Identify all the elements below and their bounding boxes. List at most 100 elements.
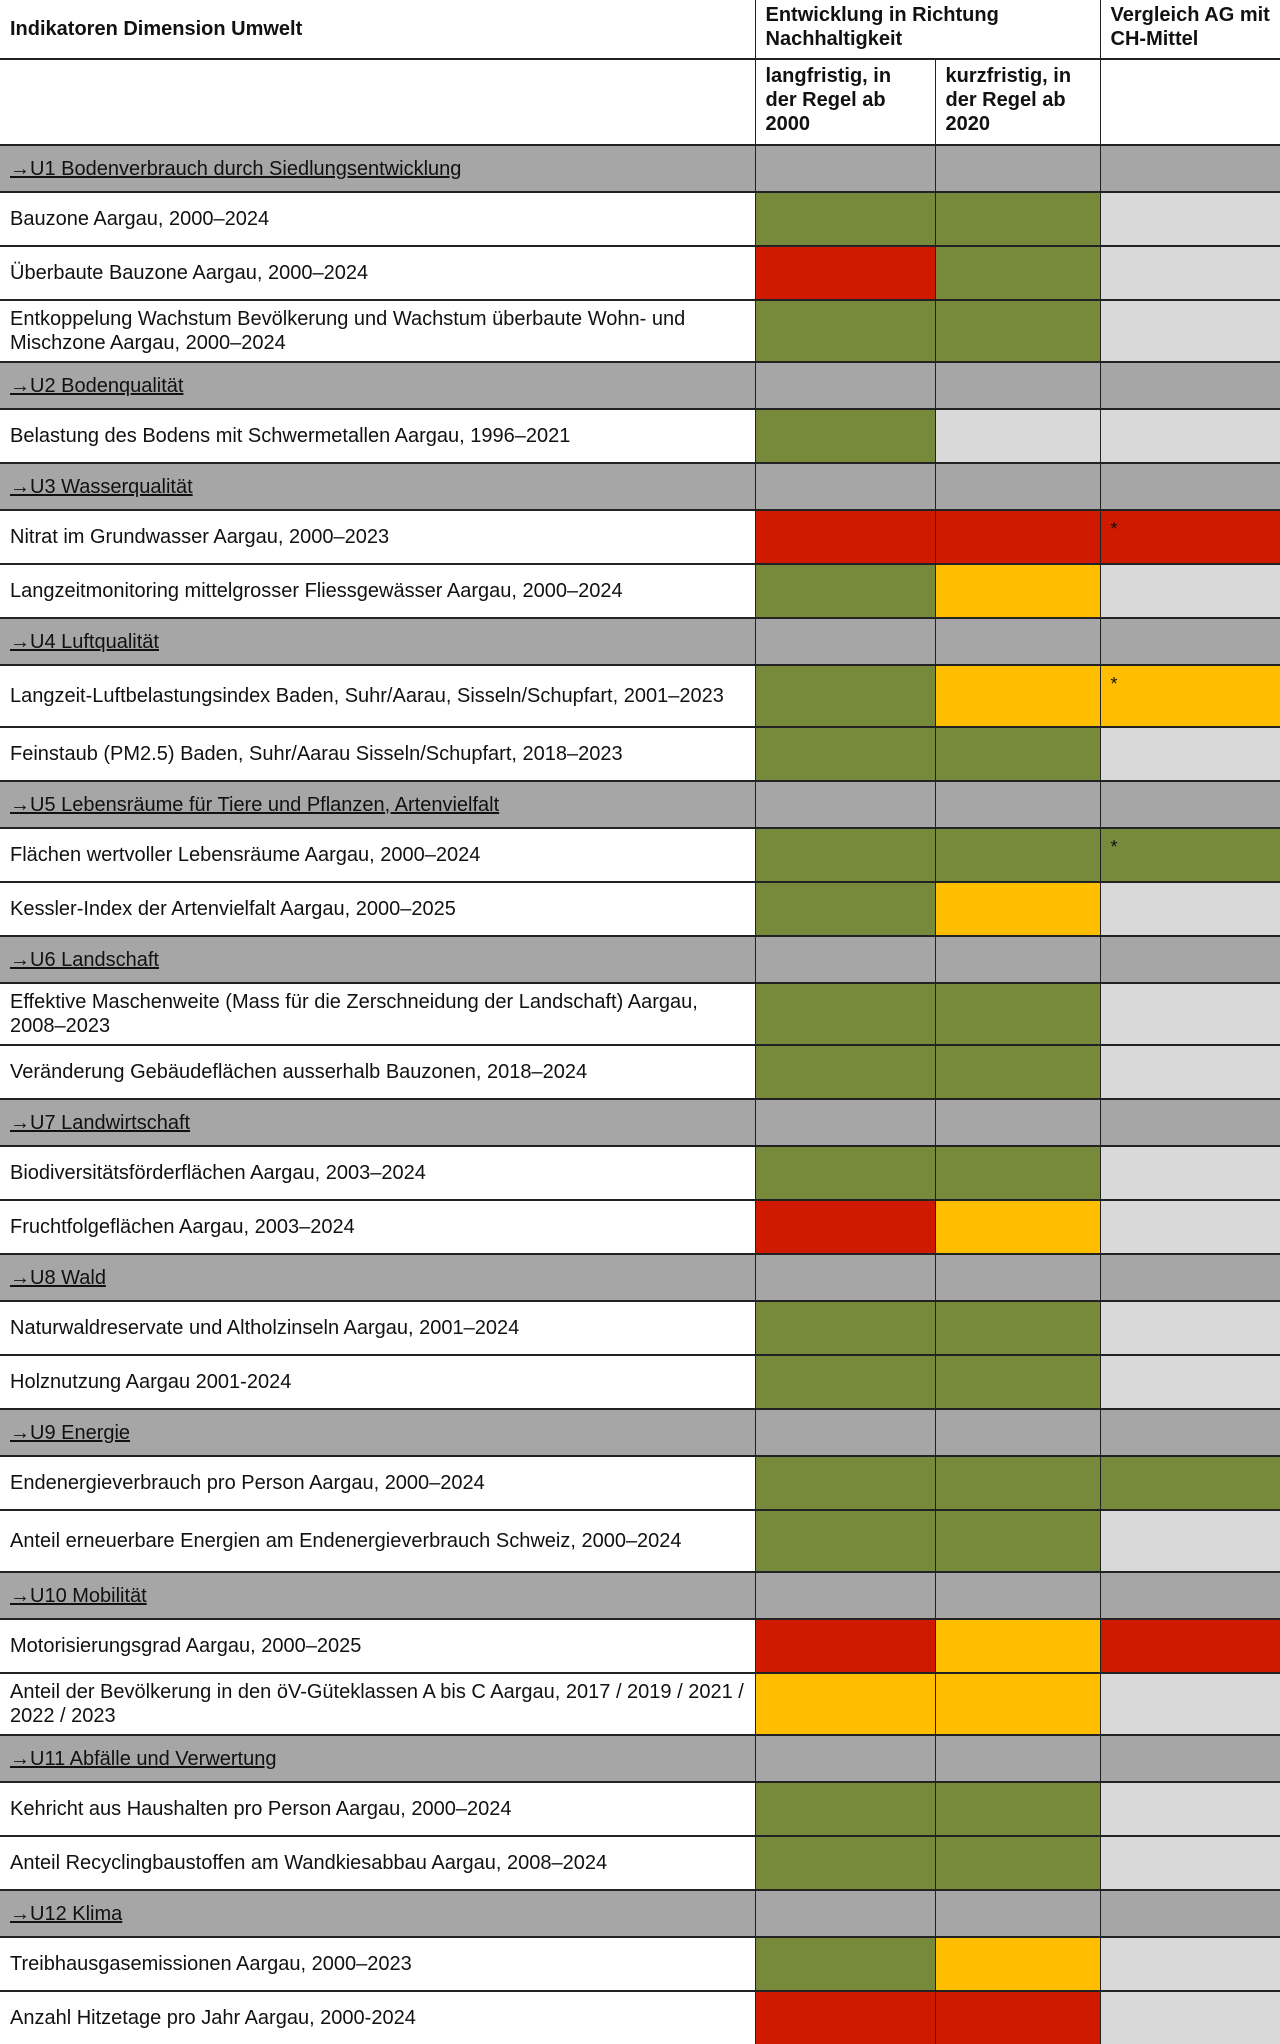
category-link[interactable]: →U3 Wasserqualität xyxy=(10,475,193,498)
category-fill xyxy=(934,462,1101,510)
indicator-label: Nitrat im Grundwasser Aargau, 2000–2023 xyxy=(0,509,755,564)
category-fill xyxy=(1099,361,1280,409)
ch-comparison xyxy=(1099,1781,1280,1836)
short-term-assessment xyxy=(934,726,1101,781)
indicator-label: Bauzone Aargau, 2000–2024 xyxy=(0,191,755,246)
category-row: →U7 Landwirtschaft xyxy=(0,1098,1280,1146)
indicator-label: Überbaute Bauzone Aargau, 2000–2024 xyxy=(0,245,755,300)
category-cell: →U12 Klima xyxy=(0,1889,755,1937)
ch-comparison xyxy=(1099,1990,1280,2044)
category-link[interactable]: →U9 Energie xyxy=(10,1421,131,1444)
indicator-row: Naturwaldreservate und Altholzinseln Aar… xyxy=(0,1300,1280,1355)
header-comparison: Vergleich AG mit CH-Mittel xyxy=(1099,0,1280,59)
header-development: Entwicklung in Richtung Nachhaltigkeit xyxy=(754,0,1101,59)
footnote-asterisk: * xyxy=(1110,519,1118,539)
indicator-row: Endenergieverbrauch pro Person Aargau, 2… xyxy=(0,1455,1280,1510)
category-link[interactable]: →U8 Wald xyxy=(10,1266,106,1289)
category-link[interactable]: →U2 Bodenqualität xyxy=(10,374,184,397)
short-term-assessment xyxy=(934,1455,1101,1510)
short-term-assessment xyxy=(934,563,1101,618)
short-term-assessment xyxy=(934,1672,1101,1735)
category-link[interactable]: →U4 Luftqualität xyxy=(10,630,159,653)
category-link[interactable]: →U7 Landwirtschaft xyxy=(10,1111,191,1134)
ch-comparison xyxy=(1099,1936,1280,1991)
category-fill xyxy=(754,462,935,510)
indicator-label: Langzeit-Luftbelastungsindex Baden, Suhr… xyxy=(0,664,755,727)
category-row: →U3 Wasserqualität xyxy=(0,462,1280,510)
ch-comparison xyxy=(1099,982,1280,1045)
category-fill xyxy=(1099,780,1280,828)
short-term-assessment xyxy=(934,1835,1101,1890)
indicator-row: Langzeit-Luftbelastungsindex Baden, Suhr… xyxy=(0,664,1280,727)
long-term-assessment xyxy=(754,563,935,618)
indicator-row: Treibhausgasemissionen Aargau, 2000–2023 xyxy=(0,1936,1280,1991)
ch-comparison xyxy=(1099,1618,1280,1673)
category-fill xyxy=(754,1253,935,1301)
ch-comparison xyxy=(1099,726,1280,781)
short-term-assessment xyxy=(934,1990,1101,2044)
long-term-assessment xyxy=(754,1990,935,2044)
ch-comparison xyxy=(1099,881,1280,936)
indicator-label: Naturwaldreservate und Altholzinseln Aar… xyxy=(0,1300,755,1355)
category-row: →U6 Landschaft xyxy=(0,935,1280,983)
long-term-assessment xyxy=(754,408,935,463)
indicator-label: Anteil Recyclingbaustoffen am Wandkiesab… xyxy=(0,1835,755,1890)
indicator-label: Anteil erneuerbare Energien am Endenergi… xyxy=(0,1509,755,1572)
category-fill xyxy=(754,935,935,983)
long-term-assessment xyxy=(754,1672,935,1735)
long-term-assessment xyxy=(754,726,935,781)
category-fill xyxy=(934,617,1101,665)
category-row: →U2 Bodenqualität xyxy=(0,361,1280,409)
long-term-assessment xyxy=(754,1455,935,1510)
category-fill xyxy=(1099,462,1280,510)
long-term-assessment xyxy=(754,1936,935,1991)
footnote-asterisk: * xyxy=(1110,674,1118,694)
long-term-assessment xyxy=(754,509,935,564)
short-term-assessment xyxy=(934,1354,1101,1409)
indicator-label: Effektive Maschenweite (Mass für die Zer… xyxy=(0,982,755,1045)
category-link[interactable]: →U11 Abfälle und Verwertung xyxy=(10,1747,277,1770)
category-fill xyxy=(754,780,935,828)
long-term-assessment xyxy=(754,1509,935,1572)
ch-comparison xyxy=(1099,245,1280,300)
category-fill xyxy=(934,1098,1101,1146)
indicator-row: Überbaute Bauzone Aargau, 2000–2024 xyxy=(0,245,1280,300)
category-link[interactable]: →U5 Lebensräume für Tiere und Pflanzen, … xyxy=(10,793,500,816)
category-row: →U11 Abfälle und Verwertung xyxy=(0,1734,1280,1782)
short-term-assessment xyxy=(934,1145,1101,1200)
category-fill xyxy=(934,1889,1101,1937)
indicator-row: Belastung des Bodens mit Schwermetallen … xyxy=(0,408,1280,463)
long-term-assessment xyxy=(754,1044,935,1099)
indicator-row: Nitrat im Grundwasser Aargau, 2000–2023 * xyxy=(0,509,1280,564)
indicator-row: Flächen wertvoller Lebensräume Aargau, 2… xyxy=(0,827,1280,882)
ch-comparison: * xyxy=(1099,664,1280,727)
indicator-label: Langzeitmonitoring mittelgrosser Fliessg… xyxy=(0,563,755,618)
subheader-empty xyxy=(0,58,755,145)
category-cell: →U5 Lebensräume für Tiere und Pflanzen, … xyxy=(0,780,755,828)
long-term-assessment xyxy=(754,827,935,882)
long-term-assessment xyxy=(754,299,935,362)
category-fill xyxy=(934,1571,1101,1619)
category-fill xyxy=(754,1571,935,1619)
indicator-row: Effektive Maschenweite (Mass für die Zer… xyxy=(0,982,1280,1045)
category-fill xyxy=(754,1408,935,1456)
long-term-assessment xyxy=(754,1835,935,1890)
category-link[interactable]: →U1 Bodenverbrauch durch Siedlungsentwic… xyxy=(10,157,462,180)
indicator-row: Anteil der Bevölkerung in den öV-Gütekla… xyxy=(0,1672,1280,1735)
ch-comparison xyxy=(1099,1300,1280,1355)
category-cell: →U7 Landwirtschaft xyxy=(0,1098,755,1146)
long-term-assessment xyxy=(754,191,935,246)
category-fill xyxy=(754,1734,935,1782)
category-link[interactable]: →U10 Mobilität xyxy=(10,1584,147,1607)
indicator-label: Motorisierungsgrad Aargau, 2000–2025 xyxy=(0,1618,755,1673)
category-link[interactable]: →U6 Landschaft xyxy=(10,948,159,971)
footnote-asterisk: * xyxy=(1110,837,1118,857)
indicator-label: Belastung des Bodens mit Schwermetallen … xyxy=(0,408,755,463)
category-link[interactable]: →U12 Klima xyxy=(10,1902,123,1925)
category-fill xyxy=(934,780,1101,828)
category-cell: →U8 Wald xyxy=(0,1253,755,1301)
indicator-row: Holznutzung Aargau 2001-2024 xyxy=(0,1354,1280,1409)
indicator-row: Entkoppelung Wachstum Bevölkerung und Wa… xyxy=(0,299,1280,362)
long-term-assessment xyxy=(754,982,935,1045)
